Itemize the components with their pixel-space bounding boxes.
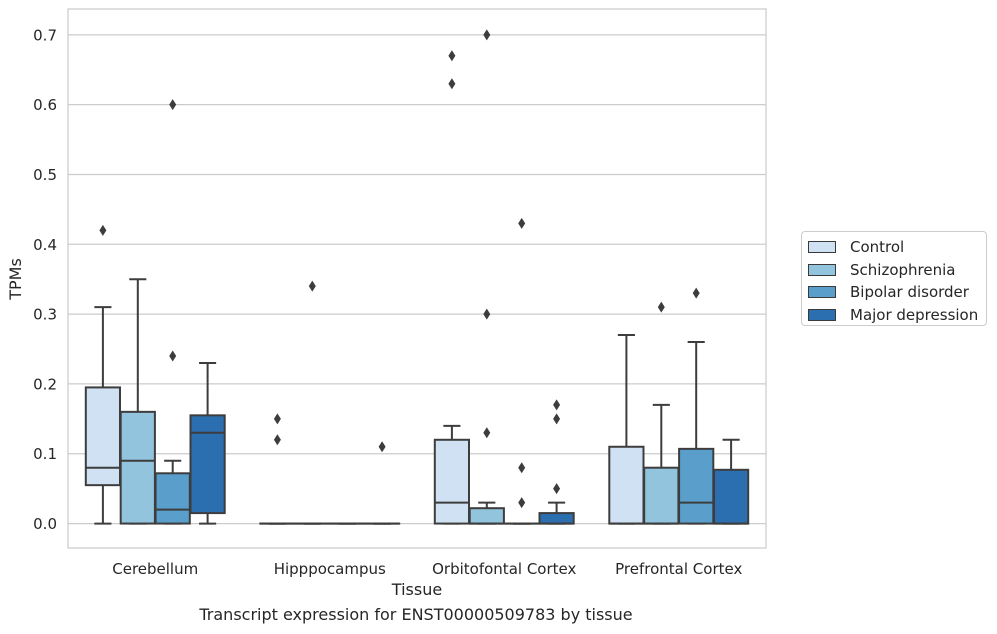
chart-caption: Transcript expression for ENST0000050978…	[199, 605, 633, 624]
box-body	[608, 445, 645, 525]
y-tick-label: 0.6	[33, 96, 57, 114]
box-1-2	[468, 501, 505, 525]
box-0-2	[433, 424, 471, 525]
box-body	[433, 438, 471, 525]
outlier-point	[518, 217, 526, 229]
gridlines	[68, 34, 766, 525]
x-tick-label: Prefrontal Cortex	[615, 560, 742, 578]
legend-swatch-major-depression	[808, 308, 836, 321]
x-tick-labels: Cerebellum Hipppocampus Orbitofontal Corte…	[112, 560, 742, 578]
outlier-point	[657, 301, 665, 313]
legend-label: Control	[850, 238, 905, 257]
x-tick-label: Hipppocampus	[274, 560, 386, 578]
outlier-point	[483, 427, 491, 439]
y-tick-label: 0.0	[33, 515, 57, 533]
outlier-point	[692, 287, 700, 299]
y-axis-label: TPMs	[6, 258, 25, 301]
legend-swatch-control	[808, 241, 836, 254]
box-body	[468, 507, 505, 525]
x-tick-label: Cerebellum	[112, 560, 198, 578]
outlier-point	[553, 399, 561, 411]
y-tick-label: 0.2	[33, 375, 57, 393]
outlier-point	[483, 29, 491, 41]
box-body	[712, 468, 750, 525]
box-body	[189, 414, 226, 515]
x-tick-label: Orbitofontal Cortex	[432, 560, 576, 578]
legend-label: Major depression	[850, 305, 979, 324]
outlier-point	[518, 462, 526, 474]
outlier-point	[448, 50, 456, 62]
plot-frame	[67, 8, 767, 549]
box-1-3	[643, 403, 680, 525]
box-body	[84, 386, 122, 487]
outlier-point	[308, 280, 316, 292]
y-tick-label: 0.3	[33, 306, 57, 324]
y-tick-label: 0.7	[33, 26, 57, 44]
box-0-3	[608, 334, 645, 525]
outlier-point	[99, 224, 107, 236]
box-2-0	[154, 459, 191, 525]
outlier-point	[169, 350, 177, 362]
box-0-0	[84, 306, 122, 525]
box-body	[643, 466, 680, 525]
legend-label: Schizophrenia	[850, 260, 956, 279]
outlier-point	[518, 497, 526, 509]
legend-swatch-bipolar	[808, 286, 836, 299]
outlier-point	[553, 483, 561, 495]
outlier-point	[273, 413, 281, 425]
outlier-point	[273, 434, 281, 446]
outlier-point	[169, 99, 177, 111]
box-body	[154, 472, 191, 525]
box-3-2	[538, 501, 575, 525]
outlier-point	[483, 308, 491, 320]
legend: Control Schizophrenia Bipolar disorder M…	[801, 231, 987, 326]
box-3-3	[712, 438, 750, 525]
legend-item: Control	[808, 236, 986, 259]
box-body	[119, 410, 156, 525]
x-axis-label: Tissue	[391, 580, 442, 599]
box-body	[538, 512, 575, 525]
legend-label: Bipolar disorder	[850, 283, 969, 302]
legend-swatch-schizophrenia	[808, 263, 836, 276]
box-3-0	[189, 361, 226, 525]
box-body	[678, 447, 715, 525]
legend-item: Schizophrenia	[808, 259, 986, 282]
outlier-point	[553, 413, 561, 425]
box-2-3	[678, 341, 715, 525]
boxes	[84, 278, 750, 525]
legend-item: Bipolar disorder	[808, 281, 986, 304]
y-tick-label: 0.5	[33, 166, 57, 184]
legend-item: Major depression	[808, 304, 986, 327]
y-tick-labels: 0.0 0.1 0.2 0.3 0.4 0.5 0.6 0.7	[33, 26, 57, 533]
box-1-0	[119, 278, 156, 525]
y-tick-label: 0.4	[33, 236, 57, 254]
y-tick-label: 0.1	[33, 445, 57, 463]
outlier-point	[378, 441, 386, 453]
outliers	[99, 29, 700, 509]
outlier-point	[448, 78, 456, 90]
